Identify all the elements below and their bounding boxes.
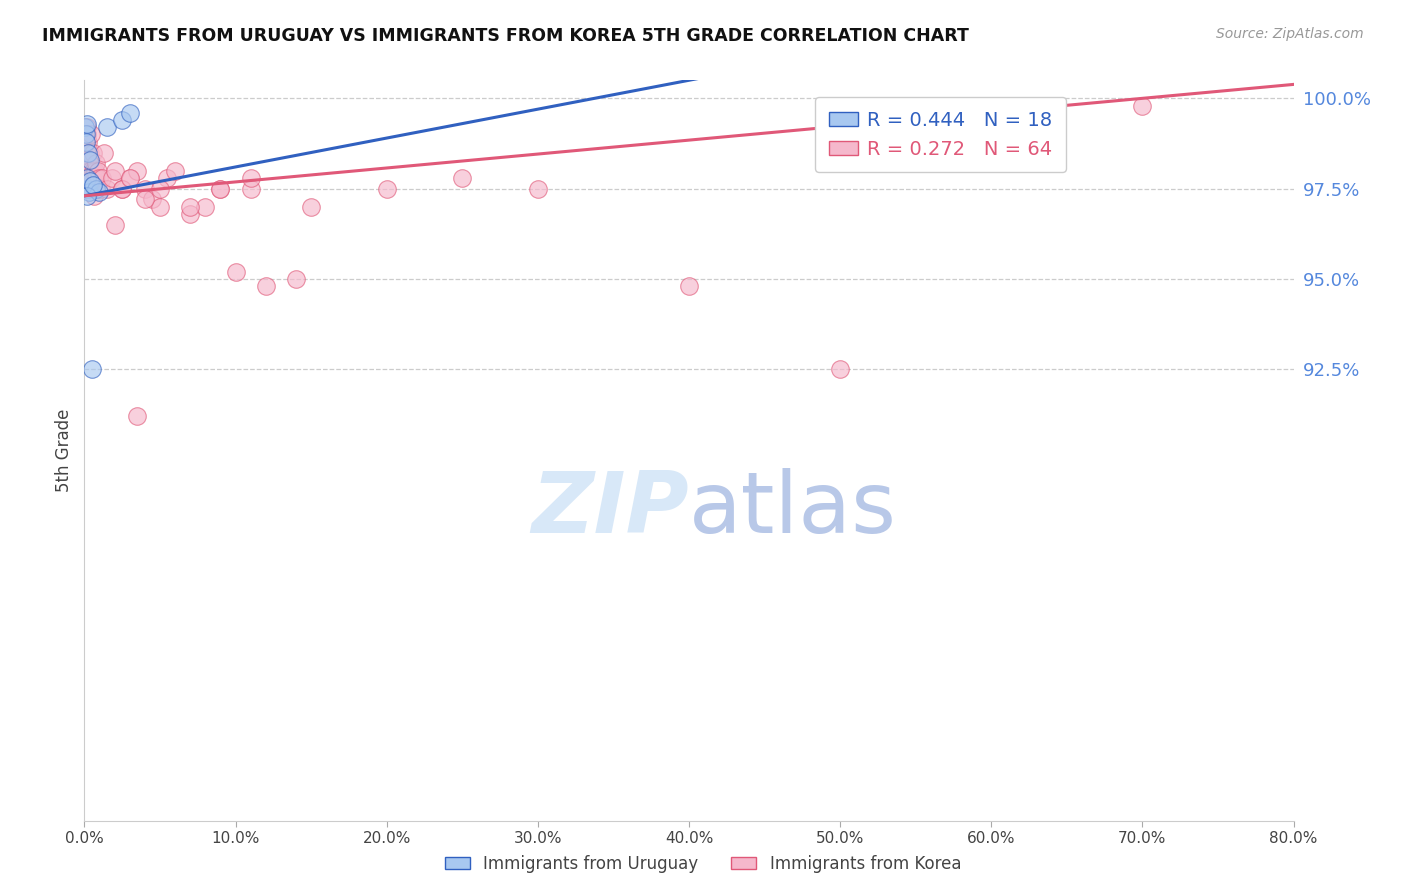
Point <box>76 135 98 149</box>
Point <box>149 200 172 214</box>
Point <box>194 200 217 214</box>
Point <box>209 181 232 195</box>
Point <box>156 170 179 185</box>
Point <box>84 170 107 185</box>
Point <box>79 145 101 160</box>
Point <box>104 218 127 232</box>
Point <box>179 200 201 214</box>
Point <box>79 153 101 167</box>
Point <box>118 170 141 185</box>
Point <box>75 135 97 149</box>
Point <box>86 181 108 195</box>
Text: atlas: atlas <box>689 468 897 551</box>
Point <box>96 120 118 135</box>
Point <box>118 105 141 120</box>
Point <box>134 181 156 195</box>
Text: Source: ZipAtlas.com: Source: ZipAtlas.com <box>1216 27 1364 41</box>
Point <box>79 163 101 178</box>
Point <box>86 181 108 195</box>
Point <box>75 145 97 160</box>
Point <box>127 163 149 178</box>
Point <box>84 163 107 178</box>
Point <box>80 362 103 376</box>
Point <box>79 174 101 188</box>
Point <box>80 170 103 185</box>
Point <box>111 181 134 195</box>
Legend: Immigrants from Uruguay, Immigrants from Korea: Immigrants from Uruguay, Immigrants from… <box>439 848 967 880</box>
Point <box>77 181 100 195</box>
Point <box>100 170 122 185</box>
Point <box>75 135 97 149</box>
Text: IMMIGRANTS FROM URUGUAY VS IMMIGRANTS FROM KOREA 5TH GRADE CORRELATION CHART: IMMIGRANTS FROM URUGUAY VS IMMIGRANTS FR… <box>42 27 969 45</box>
Point <box>527 181 550 195</box>
Point <box>76 120 98 135</box>
Point <box>254 279 277 293</box>
Point <box>165 163 187 178</box>
Point <box>209 181 232 195</box>
Point <box>77 145 100 160</box>
Point <box>678 279 700 293</box>
Point <box>87 163 110 178</box>
Point <box>830 362 852 376</box>
Point <box>111 113 134 128</box>
Point <box>225 265 247 279</box>
Point <box>75 120 97 135</box>
Point <box>104 163 127 178</box>
Text: ZIP: ZIP <box>531 468 689 551</box>
Point <box>77 186 100 200</box>
Point <box>82 178 104 192</box>
Point <box>86 156 108 170</box>
Point <box>80 128 103 142</box>
Point <box>77 145 100 160</box>
Point <box>90 181 112 195</box>
Point <box>76 128 98 142</box>
Point <box>149 181 172 195</box>
Point <box>76 163 98 178</box>
Point <box>285 272 308 286</box>
Point <box>79 170 101 185</box>
Point <box>82 145 104 160</box>
Point <box>375 181 398 195</box>
Y-axis label: 5th Grade: 5th Grade <box>55 409 73 492</box>
Legend: R = 0.444   N = 18, R = 0.272   N = 64: R = 0.444 N = 18, R = 0.272 N = 64 <box>815 97 1066 172</box>
Point <box>76 170 98 185</box>
Point <box>89 170 111 185</box>
Point <box>82 163 104 178</box>
Point <box>76 189 98 203</box>
Point <box>76 181 98 195</box>
Point <box>111 181 134 195</box>
Point <box>75 170 97 185</box>
Point <box>134 193 156 207</box>
Point <box>89 186 111 200</box>
Point <box>118 170 141 185</box>
Point <box>96 181 118 195</box>
Point <box>76 117 98 131</box>
Point <box>451 170 474 185</box>
Point <box>77 156 100 170</box>
Point <box>141 193 163 207</box>
Point <box>80 181 103 195</box>
Point <box>91 170 114 185</box>
Point <box>93 145 115 160</box>
Point <box>75 128 97 142</box>
Point <box>179 207 201 221</box>
Point <box>77 163 100 178</box>
Point <box>239 170 262 185</box>
Point <box>75 181 97 195</box>
Point <box>127 409 149 424</box>
Point <box>83 189 105 203</box>
Point <box>239 181 262 195</box>
Point <box>1132 98 1154 112</box>
Point <box>299 200 322 214</box>
